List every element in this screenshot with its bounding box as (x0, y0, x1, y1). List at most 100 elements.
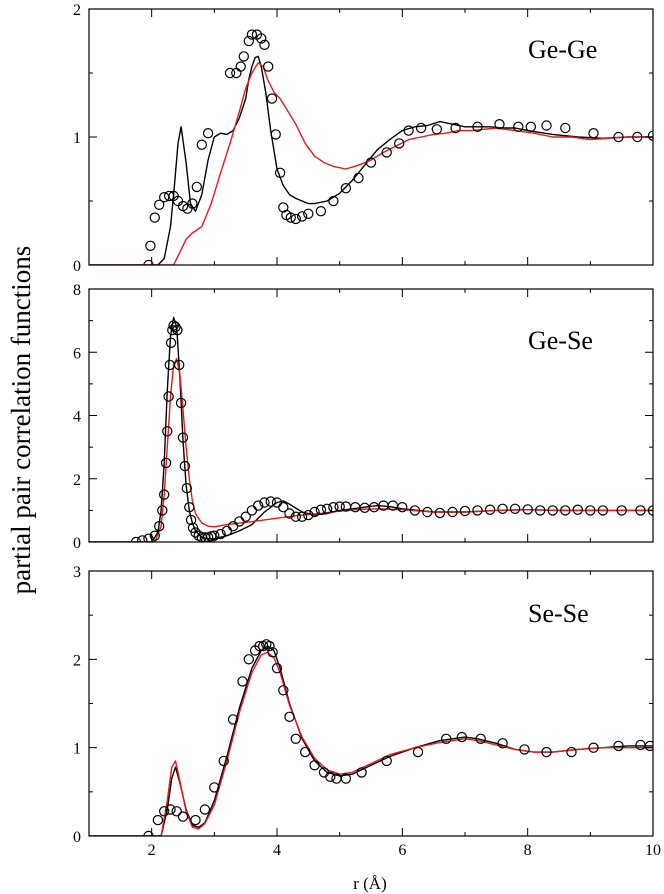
data-point (173, 359, 185, 371)
data-point (284, 711, 295, 723)
y-tick-label: 3 (73, 564, 81, 581)
data-point (644, 740, 653, 752)
panel-title: Se-Se (528, 599, 589, 628)
data-point (431, 124, 442, 135)
data-point (153, 199, 165, 210)
data-point (328, 502, 339, 513)
data-point (278, 502, 289, 513)
panel-ge-se: 0 2 4 6 8 Ge-Se (73, 282, 654, 552)
data-point (434, 507, 446, 519)
data-point (597, 505, 609, 516)
data-point (296, 511, 308, 522)
data-point (547, 505, 558, 516)
data-point (227, 714, 239, 725)
panel-title: Ge-Ge (528, 35, 597, 64)
y-tick-label: 2 (73, 2, 81, 19)
data-point (267, 647, 278, 658)
data-point (588, 127, 599, 139)
data-point (167, 324, 178, 336)
data-point (243, 654, 254, 665)
data-point (475, 733, 486, 745)
data-point (290, 733, 301, 745)
data-point (632, 131, 643, 143)
data-point (647, 505, 653, 516)
data-point (340, 182, 352, 194)
y-tick-label: 6 (73, 345, 81, 362)
data-point (328, 195, 339, 207)
data-point (572, 504, 584, 515)
data-point (209, 782, 220, 793)
data-point (303, 509, 314, 521)
data-point (303, 208, 314, 219)
data-point (259, 497, 270, 508)
data-point (152, 814, 164, 826)
data-point (237, 676, 248, 687)
data-point (224, 67, 236, 79)
data-point (184, 502, 195, 513)
data-point (271, 663, 283, 674)
data-point (130, 536, 142, 542)
data-point (274, 167, 286, 178)
data-point (350, 502, 361, 513)
plot-area (89, 639, 653, 836)
y-tick-label: 2 (73, 472, 81, 489)
data-point (278, 685, 289, 696)
data-point (381, 147, 392, 158)
data-point (613, 740, 624, 752)
data-point (472, 505, 483, 516)
data-point (179, 460, 191, 472)
data-point (218, 755, 229, 767)
data-point (441, 733, 452, 745)
data-point (145, 240, 156, 251)
data-point (365, 157, 377, 168)
data-point (143, 830, 154, 836)
data-point (403, 125, 414, 136)
data-point (459, 505, 471, 517)
data-point (157, 505, 168, 516)
data-point (266, 93, 278, 104)
y-tick-label: 2 (73, 652, 81, 669)
data-point (296, 211, 308, 222)
data-point (541, 746, 552, 758)
data-point (535, 505, 546, 516)
data-point (522, 504, 533, 515)
data-point (149, 212, 160, 223)
data-point (172, 324, 183, 336)
series-line-red-model (89, 62, 653, 265)
data-point (170, 321, 181, 333)
plot-area (89, 29, 653, 265)
data-point (158, 489, 170, 500)
data-point (158, 806, 170, 817)
data-point (309, 506, 320, 518)
data-point (368, 502, 380, 513)
data-point (394, 138, 405, 149)
data-point (412, 746, 424, 758)
panel-se-se: 2 4 6 8 10 0 1 2 3 Se-Se (73, 564, 661, 859)
data-point (588, 742, 599, 753)
y-axis-label: partial pair correlation functions (6, 246, 36, 595)
y-tick-label: 0 (73, 535, 81, 552)
data-point (185, 514, 197, 526)
data-point (472, 121, 483, 133)
data-point (163, 391, 174, 402)
data-point (177, 432, 189, 443)
y-tick-label: 0 (73, 258, 81, 275)
data-point (497, 738, 508, 749)
data-point (353, 172, 364, 184)
data-point (616, 505, 627, 516)
data-point (447, 506, 458, 518)
data-point (246, 505, 258, 516)
y-tick-label: 8 (73, 282, 81, 299)
data-point (340, 773, 352, 784)
data-point (165, 337, 177, 348)
data-point (321, 503, 333, 514)
data-point (494, 118, 505, 130)
data-point (264, 640, 275, 652)
data-point (202, 127, 214, 139)
data-point (456, 731, 468, 743)
data-point (234, 516, 245, 527)
series-line-black-model (89, 55, 653, 265)
data-point (199, 804, 211, 815)
data-point (519, 744, 530, 755)
data-point (246, 29, 258, 40)
